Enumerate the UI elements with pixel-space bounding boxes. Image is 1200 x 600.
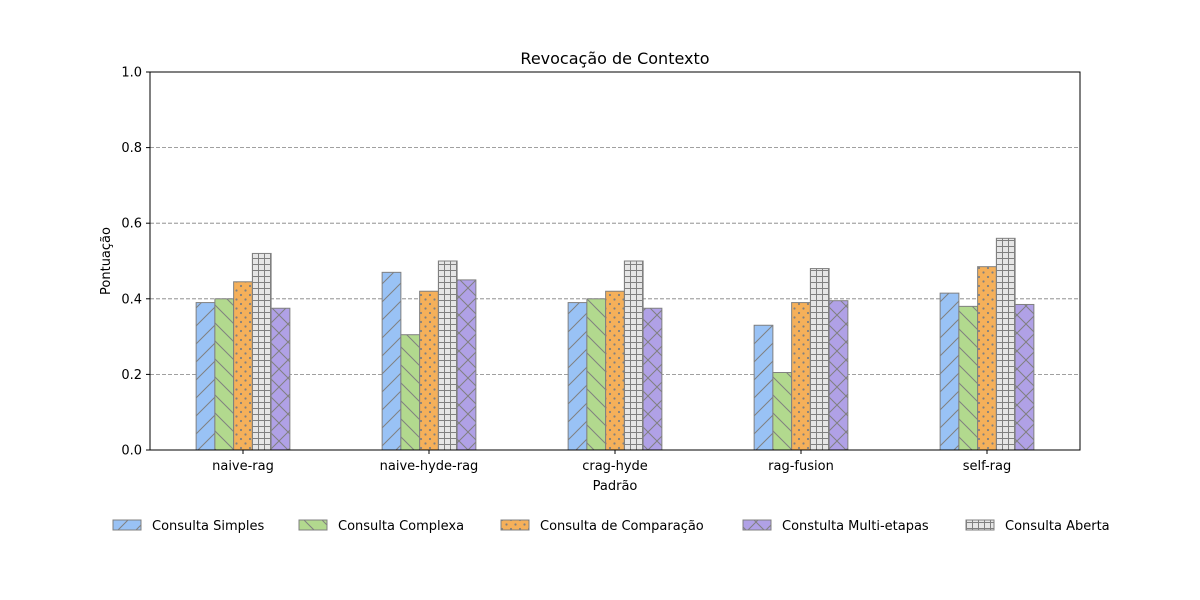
legend-swatch [112, 519, 142, 531]
x-tick-label: rag-fusion [768, 459, 834, 474]
y-tick-label: 0.2 [121, 368, 142, 383]
bar-rag-fusion-consulta-de-comparação [791, 302, 811, 451]
legend-swatch [742, 519, 772, 531]
bar-naive-rag-consulta-aberta [251, 252, 272, 451]
legend-label: Constulta Multi-etapas [782, 519, 929, 534]
bar-naive-hyde-rag-consulta-aberta [437, 260, 458, 451]
bars [195, 237, 1035, 451]
x-tick-label: self-rag [963, 459, 1012, 474]
legend-label: Consulta Aberta [1005, 519, 1110, 534]
bar-crag-hyde-constulta-multi-etapas [642, 307, 663, 451]
bar-naive-hyde-rag-consulta-de-comparação [419, 290, 439, 451]
bar-naive-rag-consulta-complexa [214, 298, 235, 451]
x-axis: naive-rag naive-hyde-rag crag-hyde rag-fusi… [212, 450, 1011, 474]
x-tick-label: naive-rag [212, 459, 274, 474]
y-tick-label: 1.0 [121, 66, 142, 81]
bar-naive-rag-consulta-simples [195, 302, 216, 451]
bar-self-rag-consulta-simples [939, 292, 960, 451]
bar-self-rag-consulta-de-comparação [977, 266, 997, 451]
bar-rag-fusion-constulta-multi-etapas [828, 300, 849, 451]
bar-naive-rag-constulta-multi-etapas [270, 307, 291, 451]
bar-rag-fusion-consulta-simples [753, 324, 774, 451]
chart-title: Revocação de Contexto [520, 49, 709, 68]
bar-naive-rag-consulta-de-comparação [233, 281, 253, 451]
y-tick-label: 0.4 [121, 292, 142, 307]
bar-naive-hyde-rag-consulta-simples [381, 271, 402, 451]
legend-swatch [965, 519, 995, 531]
y-axis: 0.0 0.2 0.4 0.6 0.8 1.0 [121, 66, 150, 459]
y-tick-label: 0.0 [121, 444, 142, 459]
x-tick-label: crag-hyde [582, 459, 648, 474]
bar-rag-fusion-consulta-complexa [772, 372, 793, 451]
x-tick-label: naive-hyde-rag [380, 459, 479, 474]
x-axis-label: Padrão [593, 479, 638, 494]
legend-swatch [298, 519, 328, 531]
y-tick-label: 0.8 [121, 141, 142, 156]
legend: Consulta Simples Consulta Complexa Consult… [112, 519, 1110, 534]
legend-label: Consulta Complexa [338, 519, 464, 534]
bar-naive-hyde-rag-constulta-multi-etapas [456, 279, 477, 451]
bar-crag-hyde-consulta-de-comparação [605, 290, 625, 451]
bar-self-rag-consulta-complexa [958, 305, 979, 451]
legend-label: Consulta de Comparação [540, 519, 704, 534]
legend-label: Consulta Simples [152, 519, 264, 534]
y-axis-label: Pontuação [99, 227, 114, 295]
y-tick-label: 0.6 [121, 217, 142, 232]
bar-self-rag-consulta-aberta [995, 237, 1016, 451]
legend-swatch [500, 519, 530, 531]
bar-crag-hyde-consulta-aberta [623, 260, 644, 451]
bar-rag-fusion-consulta-aberta [809, 268, 830, 451]
bar-self-rag-constulta-multi-etapas [1014, 303, 1035, 451]
bar-naive-hyde-rag-consulta-complexa [400, 334, 421, 451]
bar-crag-hyde-consulta-simples [567, 302, 588, 451]
bar-crag-hyde-consulta-complexa [586, 298, 607, 451]
